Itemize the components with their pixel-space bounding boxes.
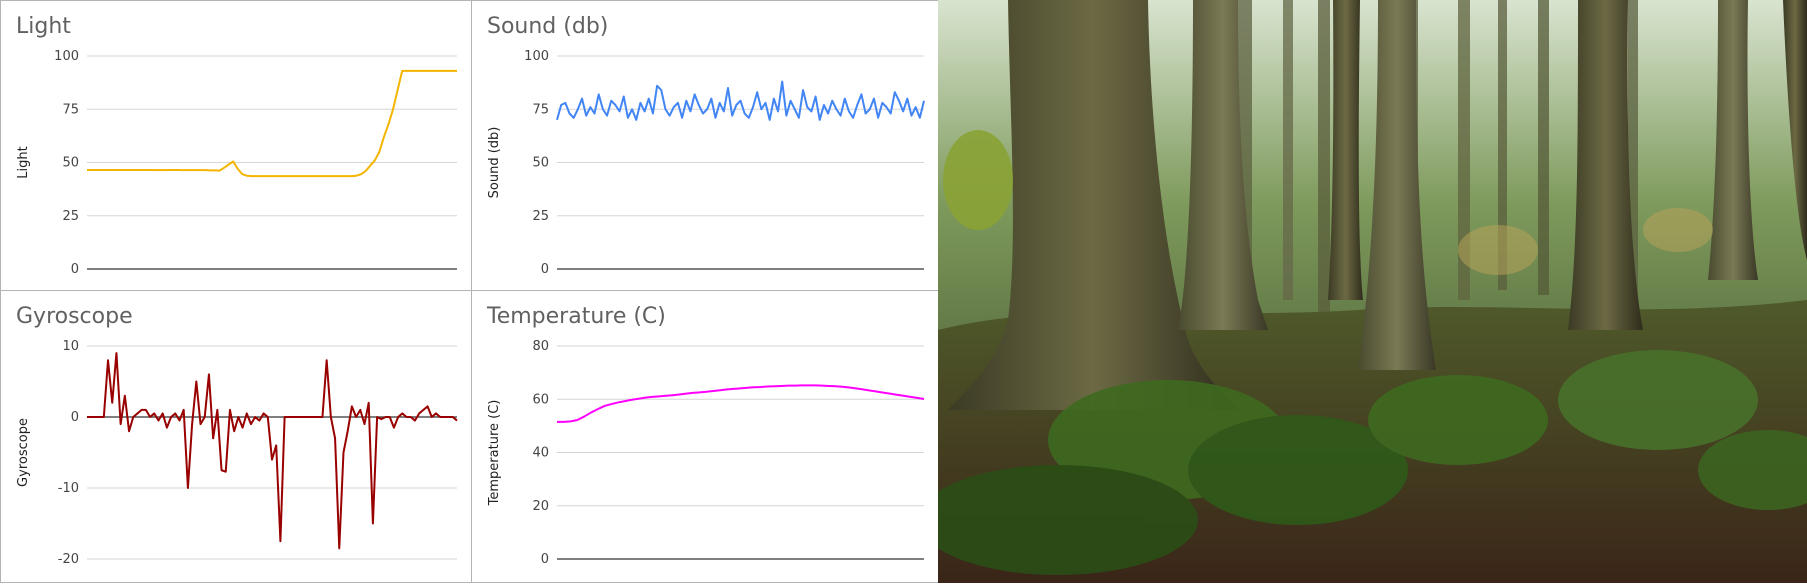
temperature-y-tick-label: 80 — [532, 339, 549, 354]
sound-chart-panel: Sound (db) 0 25 50 75 100 Sound (db) — [472, 0, 944, 291]
light-y-tick-label: 100 — [54, 49, 79, 64]
gyroscope-y-tick-label: 0 — [71, 410, 79, 425]
gyroscope-chart-svg: Gyroscope -20 -10 0 10 Gyroscope — [16, 304, 458, 567]
gyroscope-y-tick-label: -10 — [58, 481, 79, 496]
sound-series-line — [556, 80, 925, 121]
gyroscope-y-tick-label: 10 — [62, 339, 79, 354]
gyroscope-series-line — [87, 352, 458, 550]
light-chart-svg: Light 0 25 50 75 100 Light — [16, 14, 457, 277]
gyroscope-y-axis-label: Gyroscope — [16, 418, 31, 487]
light-chart-title: Light — [16, 14, 71, 39]
light-y-tick-label: 0 — [71, 262, 79, 277]
temperature-chart-panel: Temperature (C) 0 20 40 60 80 Temperature (C) — [472, 291, 944, 583]
sound-y-axis-label: Sound (db) — [487, 127, 502, 199]
sound-y-tick-label: 50 — [532, 156, 549, 171]
light-y-tick-label: 75 — [62, 102, 79, 117]
temperature-chart-svg: Temperature (C) 0 20 40 60 80 Temperature (C) — [486, 304, 925, 567]
sound-chart-title: Sound (db) — [487, 14, 608, 39]
light-y-tick-label: 50 — [62, 156, 79, 171]
sound-y-tick-label: 100 — [524, 49, 549, 64]
light-chart-panel: Light 0 25 50 75 100 Light — [0, 0, 472, 291]
temperature-y-axis-label: Temperature (C) — [487, 400, 502, 507]
bottom-strip — [0, 583, 1807, 585]
temperature-y-tick-label: 20 — [532, 499, 549, 514]
temperature-y-tick-label: 0 — [541, 552, 549, 567]
temperature-chart-title: Temperature (C) — [486, 304, 666, 329]
gyroscope-y-tick-label: -20 — [58, 552, 79, 567]
temperature-y-tick-label: 60 — [532, 392, 549, 407]
sound-y-tick-label: 75 — [532, 102, 549, 117]
gyroscope-chart-panel: Gyroscope -20 -10 0 10 Gyroscope — [0, 291, 472, 583]
light-series-line — [87, 69, 457, 178]
sound-y-tick-label: 25 — [532, 209, 549, 224]
light-y-axis-label: Light — [16, 146, 31, 178]
temperature-y-tick-label: 40 — [532, 446, 549, 461]
temperature-series-line — [557, 384, 925, 423]
light-y-tick-label: 25 — [62, 209, 79, 224]
sound-y-tick-label: 0 — [541, 262, 549, 277]
forest-photo — [938, 0, 1807, 583]
gyroscope-chart-title: Gyroscope — [16, 304, 133, 329]
sound-chart-svg: Sound (db) 0 25 50 75 100 Sound (db) — [487, 14, 925, 277]
